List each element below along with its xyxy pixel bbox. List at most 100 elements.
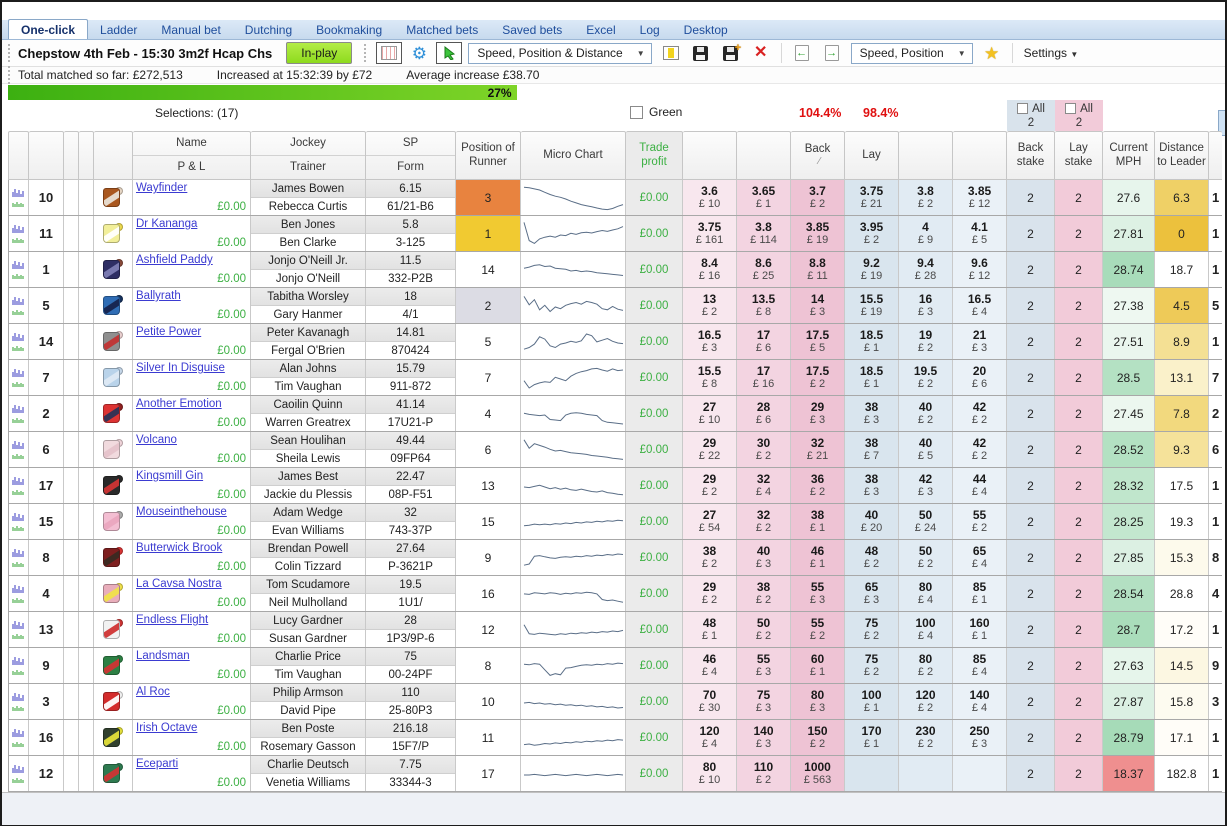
header-current-mph[interactable]: Current MPH bbox=[1103, 131, 1155, 180]
lay-price-1-cell[interactable]: 48 £ 2 bbox=[845, 540, 899, 575]
header-sp[interactable]: SP Form bbox=[366, 131, 456, 180]
header-best-lay[interactable]: Lay bbox=[845, 131, 899, 180]
row-chart-button[interactable] bbox=[8, 684, 29, 719]
back-price-1-cell[interactable]: 55 £ 2 bbox=[791, 612, 845, 647]
runner-name-link[interactable]: Endless Flight bbox=[136, 614, 209, 626]
runner-name-link[interactable]: Eceparti bbox=[136, 758, 179, 770]
back-stake-cell[interactable]: 2 bbox=[1007, 756, 1055, 791]
back-price-3-cell[interactable]: 48 £ 1 bbox=[683, 612, 737, 647]
lay-price-3-cell[interactable]: 20 £ 6 bbox=[953, 360, 1007, 395]
all-lay-checkbox[interactable] bbox=[1065, 103, 1077, 114]
back-price-1-cell[interactable]: 38 £ 1 bbox=[791, 504, 845, 539]
row-chart-button[interactable] bbox=[8, 468, 29, 503]
green-checkbox[interactable] bbox=[630, 105, 643, 119]
lay-price-3-cell[interactable] bbox=[953, 756, 1007, 791]
back-price-1-cell[interactable]: 46 £ 1 bbox=[791, 540, 845, 575]
runner-name-link[interactable]: Landsman bbox=[136, 650, 190, 662]
lay-price-3-cell[interactable]: 16.5 £ 4 bbox=[953, 288, 1007, 323]
back-price-1-cell[interactable]: 32 £ 21 bbox=[791, 432, 845, 467]
favourite-button[interactable]: ★ bbox=[979, 42, 1005, 64]
back-stake-cell[interactable]: 2 bbox=[1007, 288, 1055, 323]
back-price-3-cell[interactable]: 38 £ 2 bbox=[683, 540, 737, 575]
back-stake-cell[interactable]: 2 bbox=[1007, 648, 1055, 683]
back-price-3-cell[interactable]: 29 £ 22 bbox=[683, 432, 737, 467]
back-stake-cell[interactable]: 2 bbox=[1007, 252, 1055, 287]
row-chart-button[interactable] bbox=[8, 504, 29, 539]
back-stake-cell[interactable]: 2 bbox=[1007, 504, 1055, 539]
lay-stake-cell[interactable]: 2 bbox=[1055, 324, 1103, 359]
tab-desktop[interactable]: Desktop bbox=[683, 23, 728, 37]
row-chart-button[interactable] bbox=[8, 576, 29, 611]
back-price-3-cell[interactable]: 27 £ 10 bbox=[683, 396, 737, 431]
lay-stake-cell[interactable]: 2 bbox=[1055, 576, 1103, 611]
lay-price-3-cell[interactable]: 65 £ 4 bbox=[953, 540, 1007, 575]
lay-stake-cell[interactable]: 2 bbox=[1055, 540, 1103, 575]
row-chart-button[interactable] bbox=[8, 288, 29, 323]
row-chart-button[interactable] bbox=[8, 540, 29, 575]
back-price-2-cell[interactable]: 140 £ 3 bbox=[737, 720, 791, 755]
lay-price-2-cell[interactable]: 120 £ 2 bbox=[899, 684, 953, 719]
header-distance[interactable]: Distance to Leader bbox=[1155, 131, 1209, 180]
runner-name-link[interactable]: Dr Kananga bbox=[136, 218, 198, 230]
tab-matched-bets[interactable]: Matched bets bbox=[406, 23, 479, 37]
lay-price-2-cell[interactable]: 16 £ 3 bbox=[899, 288, 953, 323]
column-profile-button[interactable] bbox=[658, 42, 684, 64]
back-price-2-cell[interactable]: 3.65 £ 1 bbox=[737, 180, 791, 215]
header-jockey[interactable]: Jockey Trainer bbox=[251, 131, 366, 180]
lay-price-2-cell[interactable]: 4 £ 9 bbox=[899, 216, 953, 251]
lay-stake-cell[interactable]: 2 bbox=[1055, 216, 1103, 251]
back-price-3-cell[interactable]: 46 £ 4 bbox=[683, 648, 737, 683]
runner-name-link[interactable]: Ballyrath bbox=[136, 290, 181, 302]
runner-name-link[interactable]: Volcano bbox=[136, 434, 177, 446]
lay-price-1-cell[interactable]: 9.2 £ 19 bbox=[845, 252, 899, 287]
tab-excel[interactable]: Excel bbox=[586, 23, 616, 37]
lay-price-1-cell[interactable]: 18.5 £ 1 bbox=[845, 324, 899, 359]
status-grip[interactable] bbox=[8, 66, 13, 84]
settings-gear-button[interactable]: ⚙ bbox=[406, 42, 432, 64]
lay-price-1-cell[interactable]: 40 £ 20 bbox=[845, 504, 899, 539]
lay-price-1-cell[interactable]: 3.95 £ 2 bbox=[845, 216, 899, 251]
runner-name-link[interactable]: Irish Octave bbox=[136, 722, 198, 734]
back-price-2-cell[interactable]: 3.8 £ 114 bbox=[737, 216, 791, 251]
header-price-2back[interactable] bbox=[737, 131, 791, 180]
runner-name-link[interactable]: Butterwick Brook bbox=[136, 542, 223, 554]
row-chart-button[interactable] bbox=[8, 432, 29, 467]
back-price-3-cell[interactable]: 13 £ 2 bbox=[683, 288, 737, 323]
lay-price-1-cell[interactable]: 75 £ 2 bbox=[845, 648, 899, 683]
lay-price-1-cell[interactable]: 38 £ 3 bbox=[845, 396, 899, 431]
row-chart-button[interactable] bbox=[8, 756, 29, 791]
lay-stake-cell[interactable]: 2 bbox=[1055, 360, 1103, 395]
header-trade-profit[interactable]: Trade profit bbox=[626, 131, 683, 180]
back-price-2-cell[interactable]: 17 £ 6 bbox=[737, 324, 791, 359]
lay-price-1-cell[interactable]: 15.5 £ 19 bbox=[845, 288, 899, 323]
lay-price-2-cell[interactable]: 19 £ 2 bbox=[899, 324, 953, 359]
back-price-3-cell[interactable]: 3.6 £ 10 bbox=[683, 180, 737, 215]
back-stake-cell[interactable]: 2 bbox=[1007, 720, 1055, 755]
lay-price-3-cell[interactable]: 250 £ 3 bbox=[953, 720, 1007, 755]
settings-menu[interactable]: Settings ▼ bbox=[1024, 46, 1079, 60]
back-price-3-cell[interactable]: 70 £ 30 bbox=[683, 684, 737, 719]
back-price-1-cell[interactable]: 150 £ 2 bbox=[791, 720, 845, 755]
save-button[interactable] bbox=[688, 42, 714, 64]
lay-price-3-cell[interactable]: 160 £ 1 bbox=[953, 612, 1007, 647]
back-price-1-cell[interactable]: 17.5 £ 2 bbox=[791, 360, 845, 395]
lay-price-3-cell[interactable]: 55 £ 2 bbox=[953, 504, 1007, 539]
lay-price-2-cell[interactable]: 80 £ 4 bbox=[899, 576, 953, 611]
back-price-2-cell[interactable]: 40 £ 3 bbox=[737, 540, 791, 575]
lay-price-1-cell[interactable]: 100 £ 1 bbox=[845, 684, 899, 719]
back-price-3-cell[interactable]: 16.5 £ 3 bbox=[683, 324, 737, 359]
back-price-1-cell[interactable]: 3.7 £ 2 bbox=[791, 180, 845, 215]
back-price-1-cell[interactable]: 1000 £ 563 bbox=[791, 756, 845, 791]
lay-stake-cell[interactable]: 2 bbox=[1055, 684, 1103, 719]
tab-one-click[interactable]: One-click bbox=[8, 19, 89, 39]
lay-price-3-cell[interactable]: 3.85 £ 12 bbox=[953, 180, 1007, 215]
back-price-1-cell[interactable]: 80 £ 3 bbox=[791, 684, 845, 719]
back-stake-cell[interactable]: 2 bbox=[1007, 576, 1055, 611]
lay-price-1-cell[interactable]: 38 £ 7 bbox=[845, 432, 899, 467]
view-mode-dropdown[interactable]: Speed, Position & Distance ▼ bbox=[468, 42, 652, 64]
lay-stake-cell[interactable]: 2 bbox=[1055, 468, 1103, 503]
runner-name-link[interactable]: Ashfield Paddy bbox=[136, 254, 213, 266]
lay-price-2-cell[interactable] bbox=[899, 756, 953, 791]
back-price-2-cell[interactable]: 30 £ 2 bbox=[737, 432, 791, 467]
back-price-3-cell[interactable]: 29 £ 2 bbox=[683, 468, 737, 503]
